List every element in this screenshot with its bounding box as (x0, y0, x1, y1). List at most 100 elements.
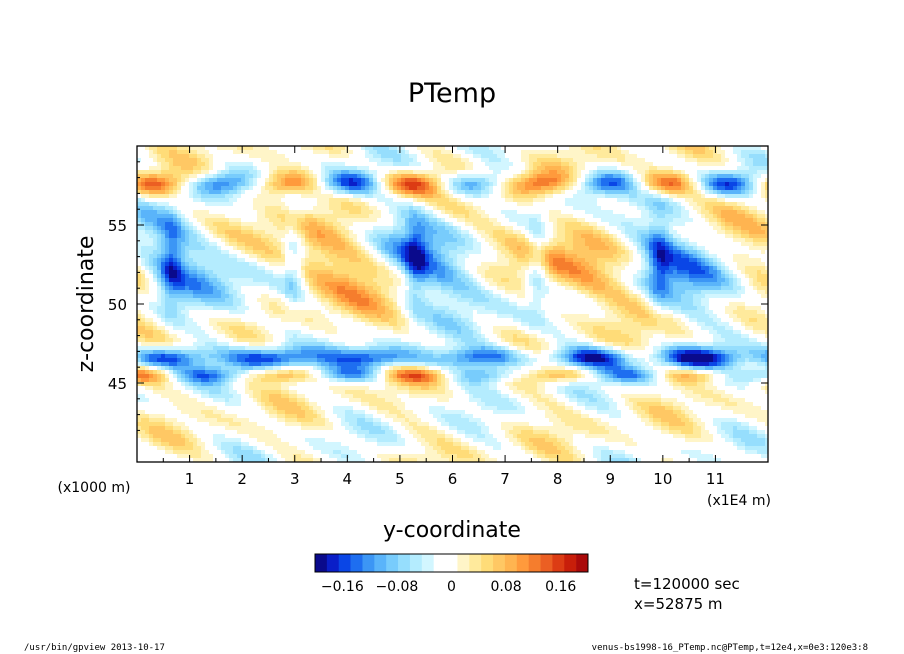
heatmap-cell-run (153, 334, 166, 339)
heatmap-cell-run (681, 210, 690, 215)
heatmap-cell-run (481, 398, 510, 403)
heatmap-cell-run (409, 430, 418, 435)
heatmap-cell-run (733, 174, 742, 179)
heatmap-cell-run (437, 178, 442, 183)
heatmap-cell-run (201, 230, 210, 235)
heatmap-cell-run (229, 326, 246, 331)
heatmap-cell-run (549, 418, 562, 423)
heatmap-cell-run (377, 342, 410, 347)
heatmap-cell-run (197, 226, 206, 231)
heatmap-cell-run (537, 218, 542, 223)
heatmap-cell-run (573, 182, 578, 187)
heatmap-cell-run (425, 346, 454, 351)
heatmap-cell-run (181, 382, 186, 387)
heatmap-cell-run (449, 458, 486, 462)
heatmap-cell-run (429, 374, 434, 379)
heatmap-cell-run (681, 318, 690, 323)
heatmap-cell-run (401, 306, 406, 311)
heatmap-cell-run (417, 366, 426, 371)
heatmap-cell-run (481, 190, 490, 195)
heatmap-cell-run (437, 258, 442, 263)
heatmap-cell-run (369, 190, 374, 195)
heatmap-cell-run (193, 222, 202, 227)
heatmap-cell-run (189, 194, 194, 199)
heatmap-cell-run (185, 182, 190, 187)
heatmap-cell-run (629, 406, 634, 411)
heatmap-cell-run (465, 274, 470, 279)
heatmap-cell-run (373, 378, 378, 383)
heatmap-cell-run (141, 182, 146, 187)
heatmap-cell-run (265, 258, 286, 263)
heatmap-cell-run (549, 342, 558, 347)
heatmap-cell-run (137, 294, 158, 299)
heatmap-cell-run (629, 434, 674, 439)
heatmap-cell-run (273, 338, 286, 343)
heatmap-cell-run (365, 154, 374, 159)
heatmap-cell-run (185, 250, 190, 255)
heatmap-cell-run (237, 246, 246, 251)
heatmap-cell-run (177, 178, 182, 183)
heatmap-cell-run (501, 222, 518, 227)
heatmap-cell-run (577, 170, 582, 175)
heatmap-cell-run (305, 270, 310, 275)
heatmap-cell-run (173, 182, 178, 187)
heatmap-cell-run (545, 274, 550, 279)
heatmap-cell-run (661, 270, 666, 275)
heatmap-cell-run (337, 330, 394, 335)
heatmap-cell-run (321, 166, 326, 171)
heatmap-cell-run (205, 218, 230, 223)
heatmap-cell-run (161, 298, 166, 303)
heatmap-cell-run (421, 286, 442, 291)
heatmap-cell-run (725, 402, 738, 407)
heatmap-cell-run (697, 262, 702, 267)
heatmap-cell-run (141, 178, 146, 183)
heatmap-cell-run (405, 278, 410, 283)
heatmap-cell-run (689, 314, 710, 319)
heatmap-cell-run (217, 278, 222, 283)
heatmap-cell-run (673, 350, 678, 355)
heatmap-cell-run (573, 170, 578, 175)
heatmap-cell-run (669, 362, 674, 367)
heatmap-cell-run (733, 442, 738, 447)
heatmap-cell-run (713, 370, 722, 375)
heatmap-cell-run (397, 178, 402, 183)
heatmap-cell-run (173, 382, 182, 387)
heatmap-cell-run (641, 286, 646, 291)
heatmap-cell-run (721, 154, 726, 159)
heatmap-cell-run (749, 338, 758, 343)
heatmap-cell-run (137, 366, 146, 371)
heatmap-cell-run (285, 242, 290, 247)
heatmap-cell-run (173, 342, 194, 347)
heatmap-cell-run (469, 326, 474, 331)
heatmap-cell-run (765, 194, 768, 199)
heatmap-cell-run (589, 222, 598, 227)
heatmap-cell-run (513, 250, 530, 255)
heatmap-cell-run (317, 410, 326, 415)
heatmap-cell-run (753, 158, 768, 163)
heatmap-cell-run (429, 266, 438, 271)
heatmap-cell-run (605, 310, 614, 315)
heatmap-cell-run (301, 330, 326, 335)
heatmap-cell-run (137, 338, 146, 343)
heatmap-cell-run (373, 298, 382, 303)
heatmap-cell-run (413, 238, 418, 243)
heatmap-cell-run (641, 210, 650, 215)
heatmap-cell-run (397, 254, 402, 259)
heatmap-cell-run (297, 250, 306, 255)
heatmap-cell-run (165, 382, 174, 387)
heatmap-cell-run (617, 406, 630, 411)
heatmap-cell-run (489, 290, 494, 295)
heatmap-cell-run (621, 262, 630, 267)
heatmap-cell-run (625, 226, 650, 231)
heatmap-cell-run (641, 186, 650, 191)
heatmap-cell-run (173, 210, 178, 215)
heatmap-cell-run (509, 350, 514, 355)
heatmap-cell-run (641, 362, 650, 367)
heatmap-cell-run (321, 190, 334, 195)
heatmap-cell-run (289, 378, 306, 383)
heatmap-cell-run (285, 422, 302, 427)
heatmap-cell-run (137, 358, 142, 363)
heatmap-cell-run (681, 310, 706, 315)
heatmap-cell-run (717, 178, 738, 183)
heatmap-cell-run (233, 382, 246, 387)
